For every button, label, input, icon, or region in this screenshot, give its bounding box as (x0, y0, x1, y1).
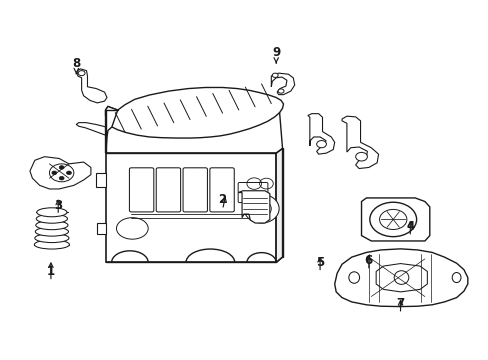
Ellipse shape (393, 271, 408, 284)
Circle shape (49, 164, 74, 182)
Polygon shape (341, 116, 378, 168)
Text: 9: 9 (271, 46, 280, 59)
Polygon shape (97, 223, 105, 234)
Text: 4: 4 (406, 220, 413, 233)
Ellipse shape (37, 208, 67, 217)
Ellipse shape (348, 272, 359, 283)
Circle shape (369, 202, 416, 237)
Polygon shape (334, 249, 467, 307)
Text: 8: 8 (72, 57, 80, 70)
Polygon shape (375, 264, 427, 292)
Circle shape (278, 89, 284, 93)
FancyBboxPatch shape (156, 168, 180, 212)
FancyBboxPatch shape (238, 183, 267, 203)
Polygon shape (78, 69, 107, 103)
Polygon shape (105, 153, 276, 262)
Text: 3: 3 (54, 199, 62, 212)
FancyBboxPatch shape (129, 168, 154, 212)
Ellipse shape (244, 194, 279, 223)
Text: 1: 1 (47, 265, 55, 278)
Polygon shape (238, 191, 269, 223)
Ellipse shape (35, 227, 68, 236)
Circle shape (355, 152, 366, 161)
FancyBboxPatch shape (209, 168, 234, 212)
Text: 6: 6 (364, 254, 372, 267)
Polygon shape (271, 73, 294, 95)
Polygon shape (307, 114, 334, 154)
Polygon shape (361, 198, 429, 241)
Circle shape (316, 140, 326, 148)
Circle shape (66, 171, 71, 175)
Circle shape (52, 171, 57, 175)
Circle shape (59, 176, 64, 180)
Ellipse shape (451, 273, 460, 283)
Polygon shape (276, 148, 282, 262)
Text: 5: 5 (315, 256, 324, 269)
Ellipse shape (34, 240, 69, 249)
Text: 7: 7 (396, 297, 404, 310)
Text: 2: 2 (218, 193, 226, 206)
Ellipse shape (36, 214, 67, 223)
Ellipse shape (36, 221, 68, 230)
Circle shape (59, 166, 64, 169)
Circle shape (272, 73, 278, 77)
Circle shape (379, 210, 406, 229)
Polygon shape (105, 87, 283, 138)
Polygon shape (105, 107, 118, 153)
Ellipse shape (116, 218, 148, 239)
Ellipse shape (35, 234, 69, 243)
FancyBboxPatch shape (183, 168, 207, 212)
Polygon shape (96, 173, 105, 187)
Circle shape (78, 71, 85, 76)
Polygon shape (30, 157, 91, 189)
